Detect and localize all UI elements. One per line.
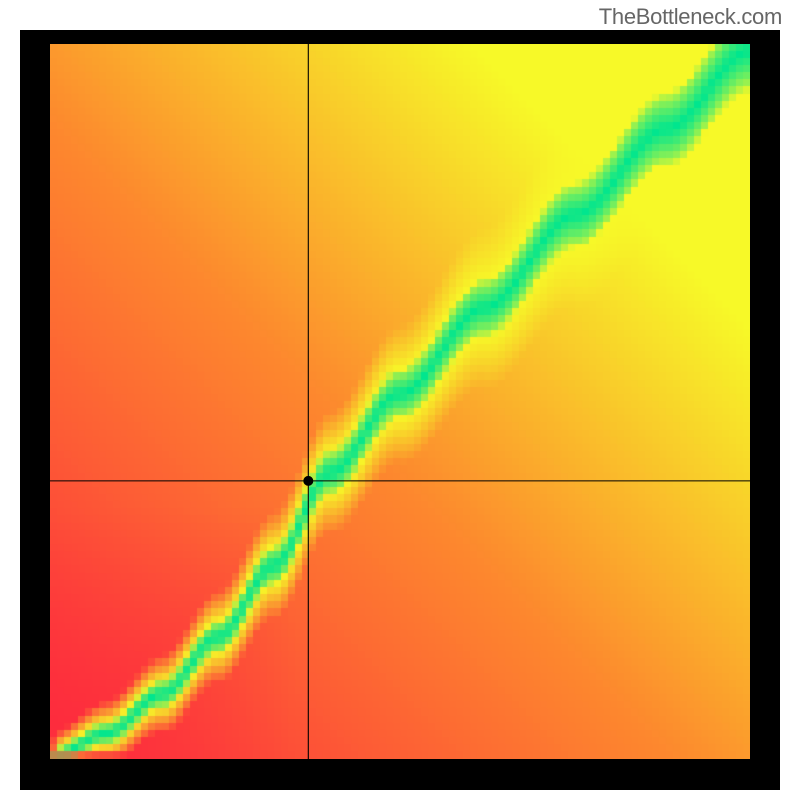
plot-outer-frame — [20, 30, 780, 790]
bottleneck-heatmap — [50, 44, 750, 759]
watermark-text: TheBottleneck.com — [599, 4, 782, 30]
